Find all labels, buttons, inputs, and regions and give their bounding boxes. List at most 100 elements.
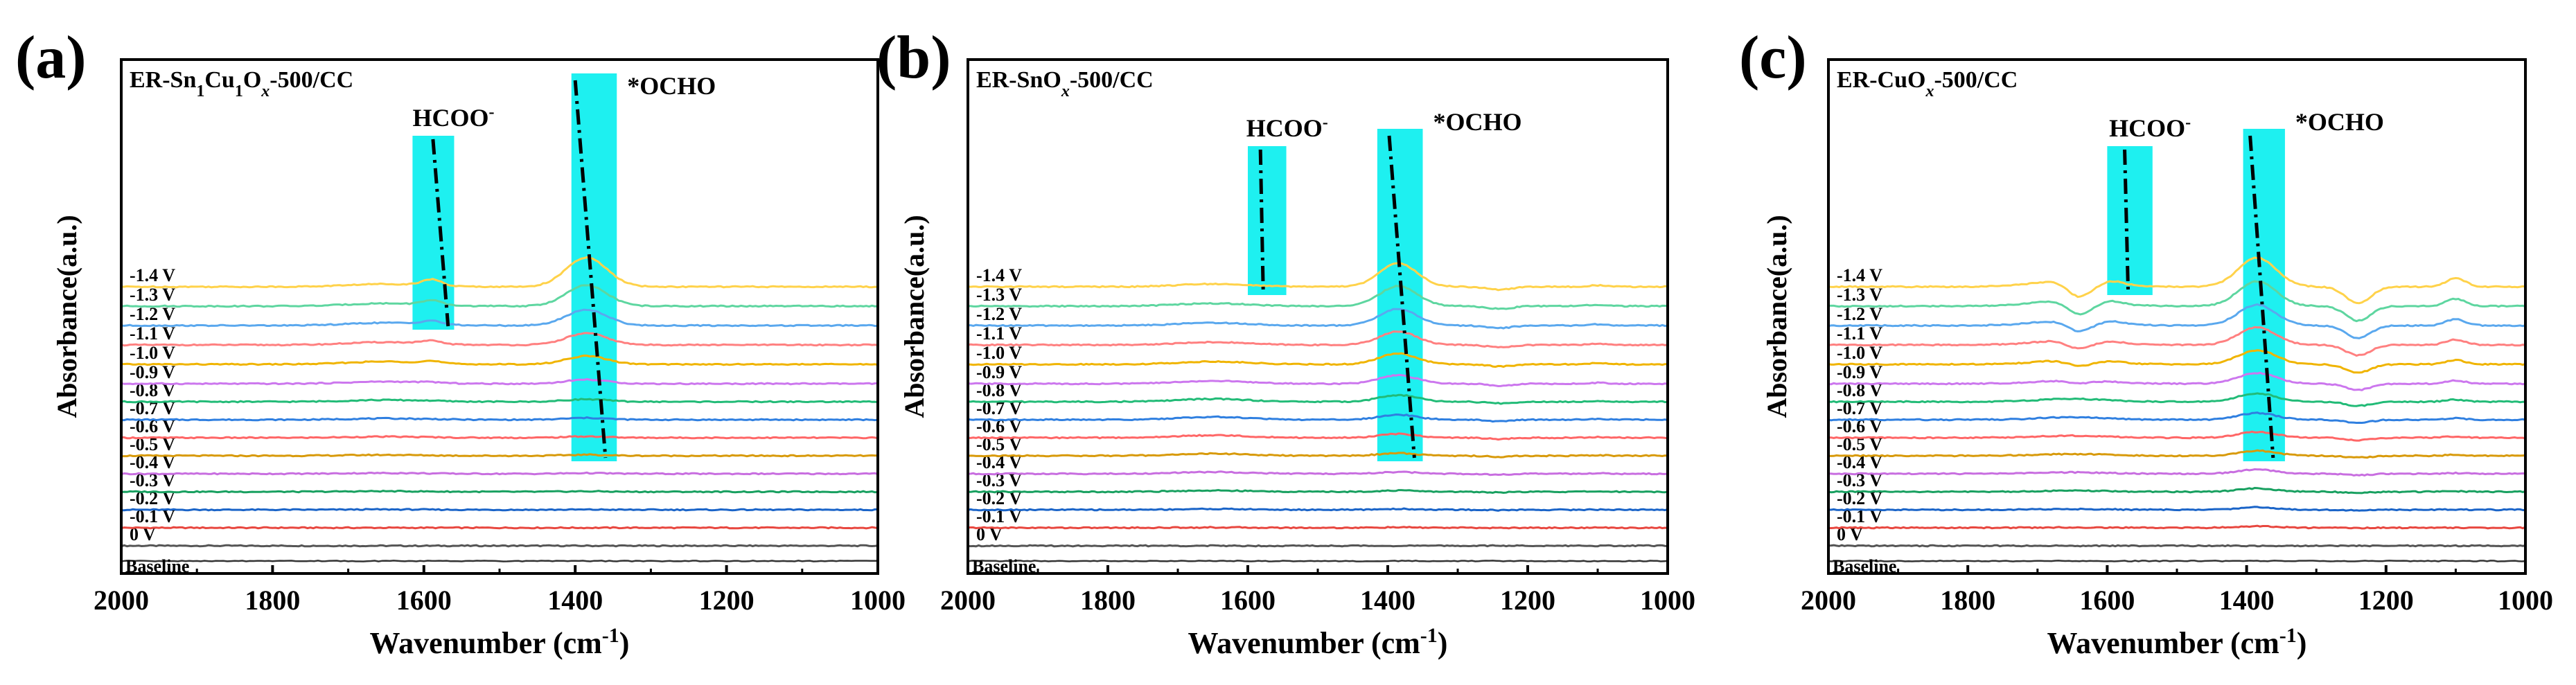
series-line--0_2V	[121, 508, 879, 512]
ocho-annotation: *OCHO	[627, 72, 716, 100]
x-tick-label: 1800	[245, 585, 300, 616]
sample-subscript: x	[1925, 82, 1934, 100]
series-line--0_7V	[967, 413, 1668, 423]
hcoo-annotation: HCOO-	[412, 103, 494, 132]
hcoo-trend-line	[1258, 149, 1265, 292]
sample-subscript: x	[1061, 82, 1070, 100]
panel-letter: (c)	[1739, 24, 1807, 91]
series-line--0_4V	[967, 470, 1668, 477]
voltage-label: -1.3 V	[130, 285, 175, 305]
ocho-trend-line	[2248, 135, 2275, 459]
x-axis-superscript: -1	[602, 624, 619, 647]
series-line--0_5V	[1828, 449, 2526, 459]
series-line--0_1V	[967, 526, 1668, 530]
sample-title: ER-Sn1Cu1Ox-500/CC	[130, 67, 353, 100]
ocho-trend-line	[1387, 135, 1416, 459]
series-line--1_0V	[968, 352, 1668, 368]
x-tick-label: 1200	[2358, 585, 2414, 616]
hcoo-trend-line	[2123, 149, 2131, 292]
y-axis-title: Absorbance(a.u.)	[1761, 215, 1792, 418]
voltage-label: -1.0 V	[1837, 343, 1882, 363]
series-line--0_5V	[967, 452, 1668, 459]
series-line--1_4V	[1828, 256, 2526, 305]
sample-text: -500/CC	[1070, 67, 1154, 93]
x-tick-label: 1200	[1500, 585, 1555, 616]
sample-title: ER-CuOx-500/CC	[1837, 67, 2018, 100]
sample-text: ER-SnO	[976, 67, 1061, 93]
series-line--0_1V	[121, 526, 879, 530]
sample-text: -500/CC	[1934, 67, 2018, 93]
series-line--0_2V	[1828, 506, 2526, 512]
sample-text: ER-Sn	[130, 67, 196, 93]
y-axis-title: Absorbance(a.u.)	[899, 215, 930, 418]
x-axis-close: )	[1438, 626, 1448, 660]
sample-subscript: 1	[235, 82, 243, 100]
voltage-label: -1.1 V	[1837, 323, 1882, 344]
series-line--1_1V	[967, 330, 1668, 349]
x-tick-label: 2000	[1801, 585, 1856, 616]
baseline-trace	[121, 560, 878, 562]
series-line--0_5V	[121, 453, 879, 458]
x-axis-close: )	[2297, 626, 2307, 660]
series-line--0_8V	[1828, 392, 2526, 407]
hcoo-superscript: -	[488, 103, 494, 121]
series-line-0V	[967, 544, 1668, 548]
x-tick-label: 1600	[396, 585, 452, 616]
series-line--0_7V	[121, 416, 879, 422]
sample-text: -500/CC	[270, 67, 353, 93]
series-line--1_4V	[121, 256, 879, 289]
sample-subscript: 1	[196, 82, 204, 100]
series-line--0_9V	[121, 377, 879, 386]
x-tick-label: 1800	[1940, 585, 1995, 616]
series-line--0_3V	[967, 488, 1668, 495]
ocho-annotation: *OCHO	[1433, 108, 1522, 136]
voltage-label: -1.4 V	[1837, 265, 1882, 285]
voltage-label: -0.9 V	[976, 362, 1022, 382]
hcoo-band	[2107, 146, 2153, 295]
series-line--1_0V	[1828, 349, 2526, 374]
hcoo-superscript: -	[1323, 114, 1328, 132]
x-tick-label: 1800	[1080, 585, 1136, 616]
series-line--1_2V	[121, 308, 879, 328]
x-axis-superscript: -1	[1420, 624, 1438, 647]
panel-letter: (a)	[15, 24, 87, 91]
hcoo-trend-line	[431, 139, 450, 327]
voltage-label: -1.3 V	[1837, 285, 1882, 305]
x-tick-label: 1600	[1220, 585, 1276, 616]
series-line--1_1V	[121, 332, 879, 347]
voltage-label: -0.9 V	[130, 362, 175, 382]
series-line--0_8V	[121, 398, 879, 404]
baseline-trace	[967, 560, 1668, 562]
y-axis-title: Absorbance(a.u.)	[51, 215, 82, 418]
series-line-0V	[1828, 544, 2526, 548]
voltage-label: -1.2 V	[976, 304, 1022, 324]
series-line--1_3V	[121, 284, 879, 308]
panel-letter: (b)	[876, 24, 951, 91]
sample-title: ER-SnOx-500/CC	[976, 67, 1154, 100]
series-line--0_1V	[1828, 524, 2526, 530]
x-tick-label: 1000	[850, 585, 906, 616]
series-line--1_1V	[1828, 326, 2526, 357]
series-line--0_2V	[967, 507, 1668, 512]
sample-text: O	[243, 67, 261, 93]
baseline-trace	[1828, 560, 2526, 562]
panel-c: 0 V-0.1 V-0.2 V-0.3 V-0.4 V-0.5 V-0.6 V-…	[1739, 24, 2553, 660]
series-line--0_9V	[967, 373, 1668, 388]
x-tick-label: 1000	[2498, 585, 2553, 616]
series-line--0_6V	[1828, 430, 2526, 442]
sample-subscript: x	[261, 82, 270, 100]
sample-text: ER-CuO	[1837, 67, 1925, 93]
hcoo-superscript: -	[2185, 114, 2191, 132]
ocho-band	[2243, 129, 2285, 461]
series-line--1_3V	[1828, 280, 2526, 323]
series-line--0_9V	[1828, 371, 2526, 391]
hcoo-annotation: HCOO-	[2109, 114, 2191, 142]
series-line--0_4V	[121, 471, 879, 476]
series-line--0_3V	[1828, 486, 2526, 495]
voltage-label: -1.4 V	[976, 265, 1022, 285]
ocho-trend-line	[573, 80, 608, 459]
series-line--0_7V	[1828, 411, 2526, 425]
series-line--0_6V	[121, 435, 879, 440]
x-axis-superscript: -1	[2279, 624, 2297, 647]
